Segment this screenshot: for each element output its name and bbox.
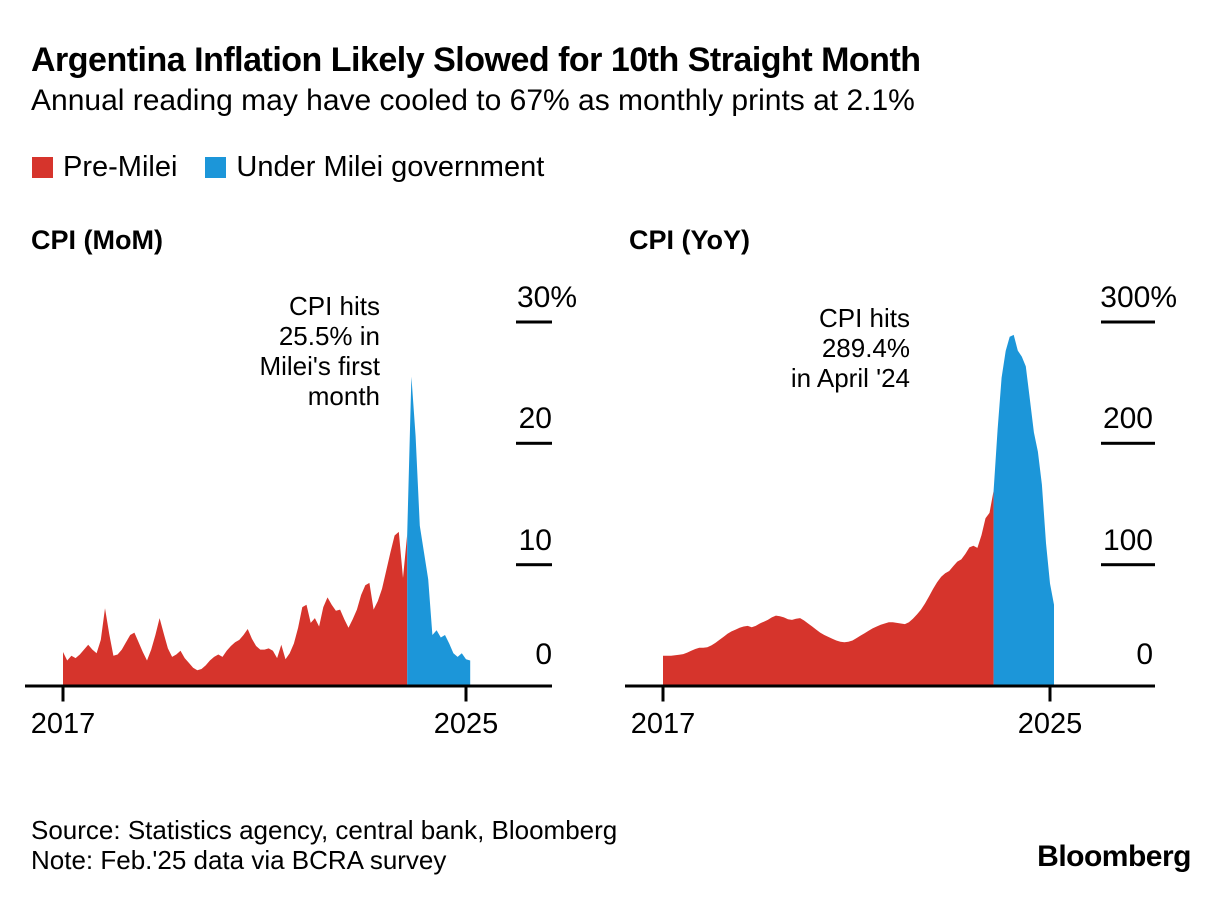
legend-label-milei: Under Milei government [236, 151, 545, 183]
legend: Pre-Milei Under Milei government [32, 151, 544, 184]
legend-label-pre-milei: Pre-Milei [63, 151, 178, 183]
mom-pre-milei-area [63, 531, 408, 686]
mom-milei-area [407, 376, 471, 686]
mom-xtick-mark-2017 [61, 687, 65, 702]
page-subtitle: Annual reading may have cooled to 67% as… [31, 84, 915, 117]
mom-ytick-dash-30 [516, 320, 552, 324]
yoy-ytick-300: 300% [1100, 281, 1177, 314]
mom-x-axis [25, 684, 552, 688]
yoy-xtick-mark-2025 [1048, 687, 1052, 702]
panel-title-mom: CPI (MoM) [31, 225, 163, 255]
mom-ytick-dash-20 [516, 441, 552, 445]
mom-xtick-mark-2025 [464, 687, 468, 702]
panel-title-yoy: CPI (YoY) [629, 225, 750, 255]
mom-ytick-10: 10 [518, 524, 552, 557]
page-title: Argentina Inflation Likely Slowed for 10… [31, 41, 921, 79]
legend-swatch-blue [205, 157, 227, 178]
yoy-pre-milei-area [663, 490, 994, 686]
yoy-ytick-200: 200 [1102, 402, 1153, 435]
yoy-milei-area [993, 334, 1054, 686]
yoy-xtick-mark-2017 [661, 687, 665, 702]
yoy-x-axis [625, 684, 1155, 688]
yoy-ytick-dash-300 [1101, 320, 1155, 324]
mom-ytick-20: 20 [518, 402, 552, 435]
bloomberg-logo: Bloomberg [1037, 840, 1191, 873]
yoy-xtick-2025: 2025 [1017, 708, 1083, 740]
source-line: Source: Statistics agency, central bank,… [31, 815, 618, 845]
yoy-ytick-0: 0 [1136, 638, 1153, 671]
mom-xtick-2017: 2017 [30, 708, 96, 740]
mom-ytick-dash-10 [516, 563, 552, 567]
legend-swatch-red [32, 157, 53, 178]
legend-entry-pre-milei: Pre-Milei [32, 151, 177, 184]
mom-annotation: CPI hits 25.5% in Milei's first month [259, 291, 380, 411]
yoy-annotation: CPI hits 289.4% in April '24 [790, 303, 910, 393]
yoy-ytick-100: 100 [1102, 524, 1153, 557]
yoy-xtick-2017: 2017 [630, 708, 696, 740]
yoy-ytick-dash-200 [1101, 441, 1155, 445]
mom-ytick-0: 0 [535, 638, 552, 671]
legend-entry-milei: Under Milei government [205, 151, 544, 184]
note-line: Note: Feb.'25 data via BCRA survey [31, 845, 447, 875]
yoy-ytick-dash-100 [1101, 563, 1155, 567]
mom-xtick-2025: 2025 [433, 708, 499, 740]
mom-ytick-30: 30% [516, 281, 577, 314]
